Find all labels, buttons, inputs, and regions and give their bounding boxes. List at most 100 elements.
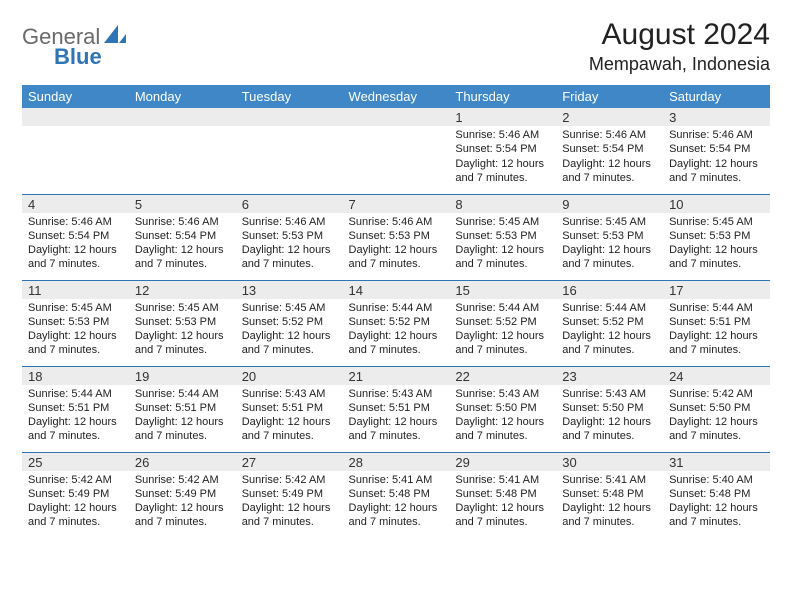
calendar-week-row: 11Sunrise: 5:45 AMSunset: 5:53 PMDayligh… xyxy=(22,280,770,366)
calendar-week-row: 18Sunrise: 5:44 AMSunset: 5:51 PMDayligh… xyxy=(22,366,770,452)
sunrise-text: Sunrise: 5:43 AM xyxy=(349,387,444,401)
day-details: Sunrise: 5:46 AMSunset: 5:54 PMDaylight:… xyxy=(449,126,556,185)
day-details: Sunrise: 5:45 AMSunset: 5:53 PMDaylight:… xyxy=(556,213,663,272)
sunrise-text: Sunrise: 5:46 AM xyxy=(669,128,764,142)
daylight-text: Daylight: 12 hours and 7 minutes. xyxy=(349,415,444,444)
day-details: Sunrise: 5:45 AMSunset: 5:53 PMDaylight:… xyxy=(129,299,236,358)
day-number: 24 xyxy=(663,367,770,385)
day-number: 2 xyxy=(556,108,663,126)
day-number xyxy=(129,108,236,126)
day-number: 9 xyxy=(556,195,663,213)
day-details: Sunrise: 5:46 AMSunset: 5:54 PMDaylight:… xyxy=(556,126,663,185)
sunset-text: Sunset: 5:49 PM xyxy=(135,487,230,501)
sunset-text: Sunset: 5:53 PM xyxy=(455,229,550,243)
sunrise-text: Sunrise: 5:43 AM xyxy=(562,387,657,401)
daylight-text: Daylight: 12 hours and 7 minutes. xyxy=(455,415,550,444)
day-details: Sunrise: 5:45 AMSunset: 5:53 PMDaylight:… xyxy=(663,213,770,272)
sunrise-text: Sunrise: 5:41 AM xyxy=(562,473,657,487)
calendar-week-row: 1Sunrise: 5:46 AMSunset: 5:54 PMDaylight… xyxy=(22,108,770,194)
daylight-text: Daylight: 12 hours and 7 minutes. xyxy=(242,329,337,358)
calendar-table: Sunday Monday Tuesday Wednesday Thursday… xyxy=(22,85,770,538)
calendar-week-row: 4Sunrise: 5:46 AMSunset: 5:54 PMDaylight… xyxy=(22,194,770,280)
day-number: 23 xyxy=(556,367,663,385)
day-number: 21 xyxy=(343,367,450,385)
day-details: Sunrise: 5:44 AMSunset: 5:52 PMDaylight:… xyxy=(449,299,556,358)
day-details: Sunrise: 5:44 AMSunset: 5:51 PMDaylight:… xyxy=(663,299,770,358)
day-number: 16 xyxy=(556,281,663,299)
day-number: 18 xyxy=(22,367,129,385)
daylight-text: Daylight: 12 hours and 7 minutes. xyxy=(28,501,123,530)
day-number: 17 xyxy=(663,281,770,299)
calendar-day-cell: 15Sunrise: 5:44 AMSunset: 5:52 PMDayligh… xyxy=(449,280,556,366)
calendar-day-cell: 21Sunrise: 5:43 AMSunset: 5:51 PMDayligh… xyxy=(343,366,450,452)
day-number: 4 xyxy=(22,195,129,213)
calendar-day-cell: 10Sunrise: 5:45 AMSunset: 5:53 PMDayligh… xyxy=(663,194,770,280)
sunset-text: Sunset: 5:51 PM xyxy=(28,401,123,415)
sunset-text: Sunset: 5:48 PM xyxy=(455,487,550,501)
day-details: Sunrise: 5:44 AMSunset: 5:51 PMDaylight:… xyxy=(129,385,236,444)
calendar-day-cell: 22Sunrise: 5:43 AMSunset: 5:50 PMDayligh… xyxy=(449,366,556,452)
calendar-day-cell: 4Sunrise: 5:46 AMSunset: 5:54 PMDaylight… xyxy=(22,194,129,280)
day-number: 11 xyxy=(22,281,129,299)
daylight-text: Daylight: 12 hours and 7 minutes. xyxy=(562,157,657,186)
day-number: 31 xyxy=(663,453,770,471)
daylight-text: Daylight: 12 hours and 7 minutes. xyxy=(135,501,230,530)
day-details: Sunrise: 5:42 AMSunset: 5:49 PMDaylight:… xyxy=(236,471,343,530)
sunset-text: Sunset: 5:49 PM xyxy=(242,487,337,501)
sunrise-text: Sunrise: 5:42 AM xyxy=(28,473,123,487)
day-details: Sunrise: 5:40 AMSunset: 5:48 PMDaylight:… xyxy=(663,471,770,530)
sunset-text: Sunset: 5:53 PM xyxy=(135,315,230,329)
sunrise-text: Sunrise: 5:45 AM xyxy=(455,215,550,229)
sunrise-text: Sunrise: 5:46 AM xyxy=(28,215,123,229)
sunset-text: Sunset: 5:52 PM xyxy=(349,315,444,329)
sunset-text: Sunset: 5:51 PM xyxy=(242,401,337,415)
day-number: 3 xyxy=(663,108,770,126)
calendar-day-cell: 31Sunrise: 5:40 AMSunset: 5:48 PMDayligh… xyxy=(663,452,770,538)
day-details: Sunrise: 5:45 AMSunset: 5:52 PMDaylight:… xyxy=(236,299,343,358)
daylight-text: Daylight: 12 hours and 7 minutes. xyxy=(455,329,550,358)
weekday-header: Wednesday xyxy=(343,85,450,108)
day-number: 1 xyxy=(449,108,556,126)
calendar-day-cell: 28Sunrise: 5:41 AMSunset: 5:48 PMDayligh… xyxy=(343,452,450,538)
sunset-text: Sunset: 5:49 PM xyxy=(28,487,123,501)
calendar-day-cell: 23Sunrise: 5:43 AMSunset: 5:50 PMDayligh… xyxy=(556,366,663,452)
title-block: August 2024 Mempawah, Indonesia xyxy=(589,18,770,75)
calendar-day-cell: 25Sunrise: 5:42 AMSunset: 5:49 PMDayligh… xyxy=(22,452,129,538)
day-details: Sunrise: 5:46 AMSunset: 5:54 PMDaylight:… xyxy=(663,126,770,185)
daylight-text: Daylight: 12 hours and 7 minutes. xyxy=(669,157,764,186)
weekday-header-row: Sunday Monday Tuesday Wednesday Thursday… xyxy=(22,85,770,108)
calendar-day-cell xyxy=(129,108,236,194)
day-number: 5 xyxy=(129,195,236,213)
sunset-text: Sunset: 5:53 PM xyxy=(242,229,337,243)
sunrise-text: Sunrise: 5:46 AM xyxy=(242,215,337,229)
day-details: Sunrise: 5:43 AMSunset: 5:51 PMDaylight:… xyxy=(343,385,450,444)
calendar-day-cell: 29Sunrise: 5:41 AMSunset: 5:48 PMDayligh… xyxy=(449,452,556,538)
day-number: 7 xyxy=(343,195,450,213)
calendar-day-cell xyxy=(343,108,450,194)
day-details: Sunrise: 5:44 AMSunset: 5:52 PMDaylight:… xyxy=(343,299,450,358)
daylight-text: Daylight: 12 hours and 7 minutes. xyxy=(28,243,123,272)
day-details: Sunrise: 5:46 AMSunset: 5:53 PMDaylight:… xyxy=(236,213,343,272)
sunset-text: Sunset: 5:54 PM xyxy=(562,142,657,156)
daylight-text: Daylight: 12 hours and 7 minutes. xyxy=(562,501,657,530)
day-number: 12 xyxy=(129,281,236,299)
sunrise-text: Sunrise: 5:44 AM xyxy=(28,387,123,401)
day-details: Sunrise: 5:41 AMSunset: 5:48 PMDaylight:… xyxy=(343,471,450,530)
daylight-text: Daylight: 12 hours and 7 minutes. xyxy=(135,329,230,358)
calendar-day-cell: 16Sunrise: 5:44 AMSunset: 5:52 PMDayligh… xyxy=(556,280,663,366)
day-number: 15 xyxy=(449,281,556,299)
sunset-text: Sunset: 5:53 PM xyxy=(28,315,123,329)
day-details: Sunrise: 5:46 AMSunset: 5:54 PMDaylight:… xyxy=(22,213,129,272)
day-details: Sunrise: 5:44 AMSunset: 5:52 PMDaylight:… xyxy=(556,299,663,358)
sunrise-text: Sunrise: 5:46 AM xyxy=(562,128,657,142)
sunrise-text: Sunrise: 5:45 AM xyxy=(242,301,337,315)
calendar-day-cell: 14Sunrise: 5:44 AMSunset: 5:52 PMDayligh… xyxy=(343,280,450,366)
day-details: Sunrise: 5:45 AMSunset: 5:53 PMDaylight:… xyxy=(449,213,556,272)
day-details: Sunrise: 5:44 AMSunset: 5:51 PMDaylight:… xyxy=(22,385,129,444)
day-details: Sunrise: 5:42 AMSunset: 5:49 PMDaylight:… xyxy=(22,471,129,530)
brand-sail-icon xyxy=(104,25,126,50)
daylight-text: Daylight: 12 hours and 7 minutes. xyxy=(669,501,764,530)
brand-text-2: Blue xyxy=(54,44,102,70)
day-details: Sunrise: 5:41 AMSunset: 5:48 PMDaylight:… xyxy=(556,471,663,530)
sunrise-text: Sunrise: 5:40 AM xyxy=(669,473,764,487)
